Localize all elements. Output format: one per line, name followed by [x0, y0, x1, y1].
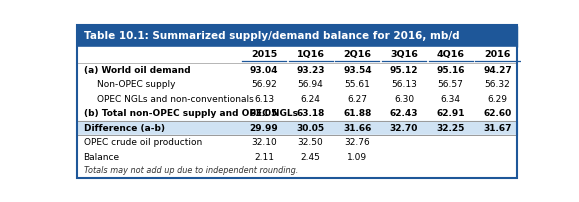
Text: 1Q16: 1Q16 — [296, 50, 325, 59]
Text: 31.67: 31.67 — [483, 124, 512, 133]
Text: 6.30: 6.30 — [394, 95, 414, 104]
Text: 56.13: 56.13 — [391, 80, 417, 89]
Text: (b) Total non-OPEC supply and OPEC NGLs: (b) Total non-OPEC supply and OPEC NGLs — [83, 109, 298, 118]
Text: 3Q16: 3Q16 — [390, 50, 418, 59]
Text: 94.27: 94.27 — [483, 66, 512, 75]
Bar — [77, 47, 516, 63]
Text: 63.05: 63.05 — [250, 109, 278, 118]
Text: 6.34: 6.34 — [441, 95, 461, 104]
Text: 32.50: 32.50 — [298, 138, 324, 147]
Text: 93.54: 93.54 — [343, 66, 372, 75]
Bar — [77, 106, 516, 121]
Text: 2.11: 2.11 — [254, 153, 274, 162]
Text: 31.66: 31.66 — [343, 124, 372, 133]
Text: 93.23: 93.23 — [296, 66, 325, 75]
Bar — [77, 63, 516, 78]
Text: 32.70: 32.70 — [390, 124, 418, 133]
Text: 62.60: 62.60 — [483, 109, 512, 118]
Bar — [77, 136, 516, 150]
Text: 63.18: 63.18 — [296, 109, 325, 118]
Text: 95.16: 95.16 — [437, 66, 465, 75]
Text: 2Q16: 2Q16 — [343, 50, 371, 59]
Text: 32.76: 32.76 — [345, 138, 370, 147]
Text: 32.10: 32.10 — [251, 138, 277, 147]
Bar — [77, 26, 516, 47]
Text: 56.57: 56.57 — [438, 80, 464, 89]
Text: 1.09: 1.09 — [347, 153, 368, 162]
Text: 93.04: 93.04 — [250, 66, 278, 75]
Bar — [77, 78, 516, 92]
Text: 6.29: 6.29 — [488, 95, 508, 104]
Text: 6.13: 6.13 — [254, 95, 274, 104]
Text: 32.25: 32.25 — [437, 124, 465, 133]
Text: 2.45: 2.45 — [301, 153, 321, 162]
Text: 56.92: 56.92 — [251, 80, 277, 89]
Text: 6.24: 6.24 — [301, 95, 321, 104]
Text: OPEC crude oil production: OPEC crude oil production — [83, 138, 202, 147]
Text: 6.27: 6.27 — [347, 95, 367, 104]
Text: 29.99: 29.99 — [250, 124, 278, 133]
Text: (a) World oil demand: (a) World oil demand — [83, 66, 190, 75]
Text: Difference (a-b): Difference (a-b) — [83, 124, 164, 133]
Text: 62.91: 62.91 — [437, 109, 465, 118]
Text: 30.05: 30.05 — [296, 124, 325, 133]
Bar — [77, 121, 516, 136]
Text: 95.12: 95.12 — [390, 66, 418, 75]
Text: Table 10.1: Summarized supply/demand balance for 2016, mb/d: Table 10.1: Summarized supply/demand bal… — [83, 31, 459, 41]
Text: 2016: 2016 — [485, 50, 511, 59]
Text: Totals may not add up due to independent rounding.: Totals may not add up due to independent… — [83, 166, 298, 176]
Bar — [77, 92, 516, 106]
Text: 56.32: 56.32 — [485, 80, 511, 89]
Bar — [77, 150, 516, 164]
Text: 62.43: 62.43 — [390, 109, 418, 118]
Text: Balance: Balance — [83, 153, 120, 162]
Text: Non-OPEC supply: Non-OPEC supply — [97, 80, 175, 89]
Text: 56.94: 56.94 — [298, 80, 324, 89]
Text: 55.61: 55.61 — [345, 80, 370, 89]
Text: 2015: 2015 — [251, 50, 277, 59]
Text: 4Q16: 4Q16 — [437, 50, 465, 59]
Text: OPEC NGLs and non-conventionals: OPEC NGLs and non-conventionals — [97, 95, 254, 104]
Text: 61.88: 61.88 — [343, 109, 372, 118]
